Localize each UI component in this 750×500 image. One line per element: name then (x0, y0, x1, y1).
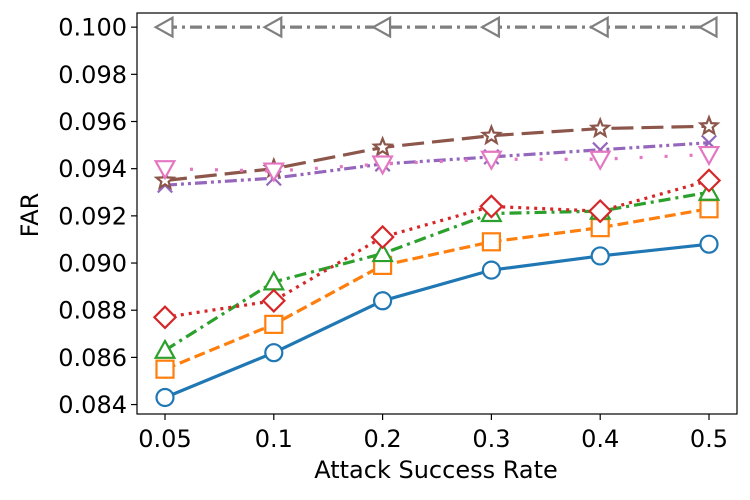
data-point-marker (588, 198, 613, 224)
data-point-marker (588, 15, 609, 39)
data-point-marker (264, 343, 284, 363)
data-point-marker (371, 135, 395, 158)
y-tick-label: 0.088 (58, 297, 127, 325)
axes-layer: 0.084 0.086 0.088 0.090 0.092 0.094 0.096 0.098… (58, 12, 738, 453)
y-tick-label: 0.084 (58, 391, 127, 419)
x-tick-label: 0.1 (255, 425, 293, 453)
x-tick-label: 0.05 (138, 425, 191, 453)
series-line (164, 207, 710, 371)
data-point-marker (262, 15, 283, 39)
data-point-marker (699, 199, 719, 219)
series-line (164, 124, 710, 183)
data-point-marker (480, 150, 503, 171)
plot-frame (136, 12, 738, 415)
series-5 (156, 134, 718, 194)
x-tick-label: 0.3 (472, 425, 510, 453)
data-point-marker (370, 15, 392, 39)
series-line (164, 152, 710, 173)
series-layer (152, 15, 722, 408)
data-point-marker (371, 241, 394, 263)
data-point-marker (373, 291, 393, 311)
data-point-marker (480, 123, 503, 146)
series-4 (152, 168, 722, 330)
data-point-marker (155, 359, 175, 379)
y-tick-label: 0.090 (58, 250, 127, 278)
series-line (164, 242, 710, 399)
data-point-marker (479, 194, 504, 219)
y-tick-label: 0.096 (58, 108, 127, 136)
data-point-marker (697, 114, 721, 136)
data-point-marker (264, 314, 284, 334)
data-point-marker (697, 145, 721, 167)
y-tick-label: 0.098 (58, 61, 127, 89)
y-tick-label: 0.092 (58, 202, 127, 230)
data-point-marker (590, 246, 610, 266)
data-point-marker (481, 232, 501, 252)
data-point-marker (370, 224, 395, 250)
series-line (164, 141, 710, 187)
series-1 (155, 234, 719, 408)
data-point-marker (588, 150, 612, 171)
data-point-marker (697, 15, 718, 39)
series-line (164, 190, 710, 352)
series-6 (153, 114, 721, 191)
data-point-marker (261, 288, 286, 313)
data-point-marker (153, 338, 177, 359)
data-point-marker (481, 260, 501, 280)
y-axis-title: FAR (16, 193, 44, 238)
y-tick-label: 0.086 (58, 344, 127, 372)
data-point-marker (371, 155, 394, 176)
y-tick-label: 0.100 (58, 14, 127, 42)
data-point-marker (262, 162, 286, 183)
series-8 (153, 15, 718, 39)
series-2 (155, 199, 719, 379)
series-line (164, 178, 710, 319)
series-3 (153, 180, 721, 359)
data-point-marker (479, 15, 500, 39)
data-point-marker (153, 15, 174, 39)
series-7 (153, 145, 721, 183)
x-axis-title: Attack Success Rate (314, 456, 558, 484)
x-tick-label: 0.5 (690, 425, 728, 453)
x-tick-label: 0.4 (581, 425, 619, 453)
data-point-marker (588, 116, 612, 139)
data-point-marker (153, 160, 177, 181)
data-point-marker (699, 234, 719, 254)
data-point-marker (152, 305, 178, 330)
y-tick-label: 0.094 (58, 155, 127, 183)
data-point-marker (696, 168, 722, 193)
x-tick-label: 0.2 (364, 425, 402, 453)
data-point-marker (155, 387, 175, 408)
